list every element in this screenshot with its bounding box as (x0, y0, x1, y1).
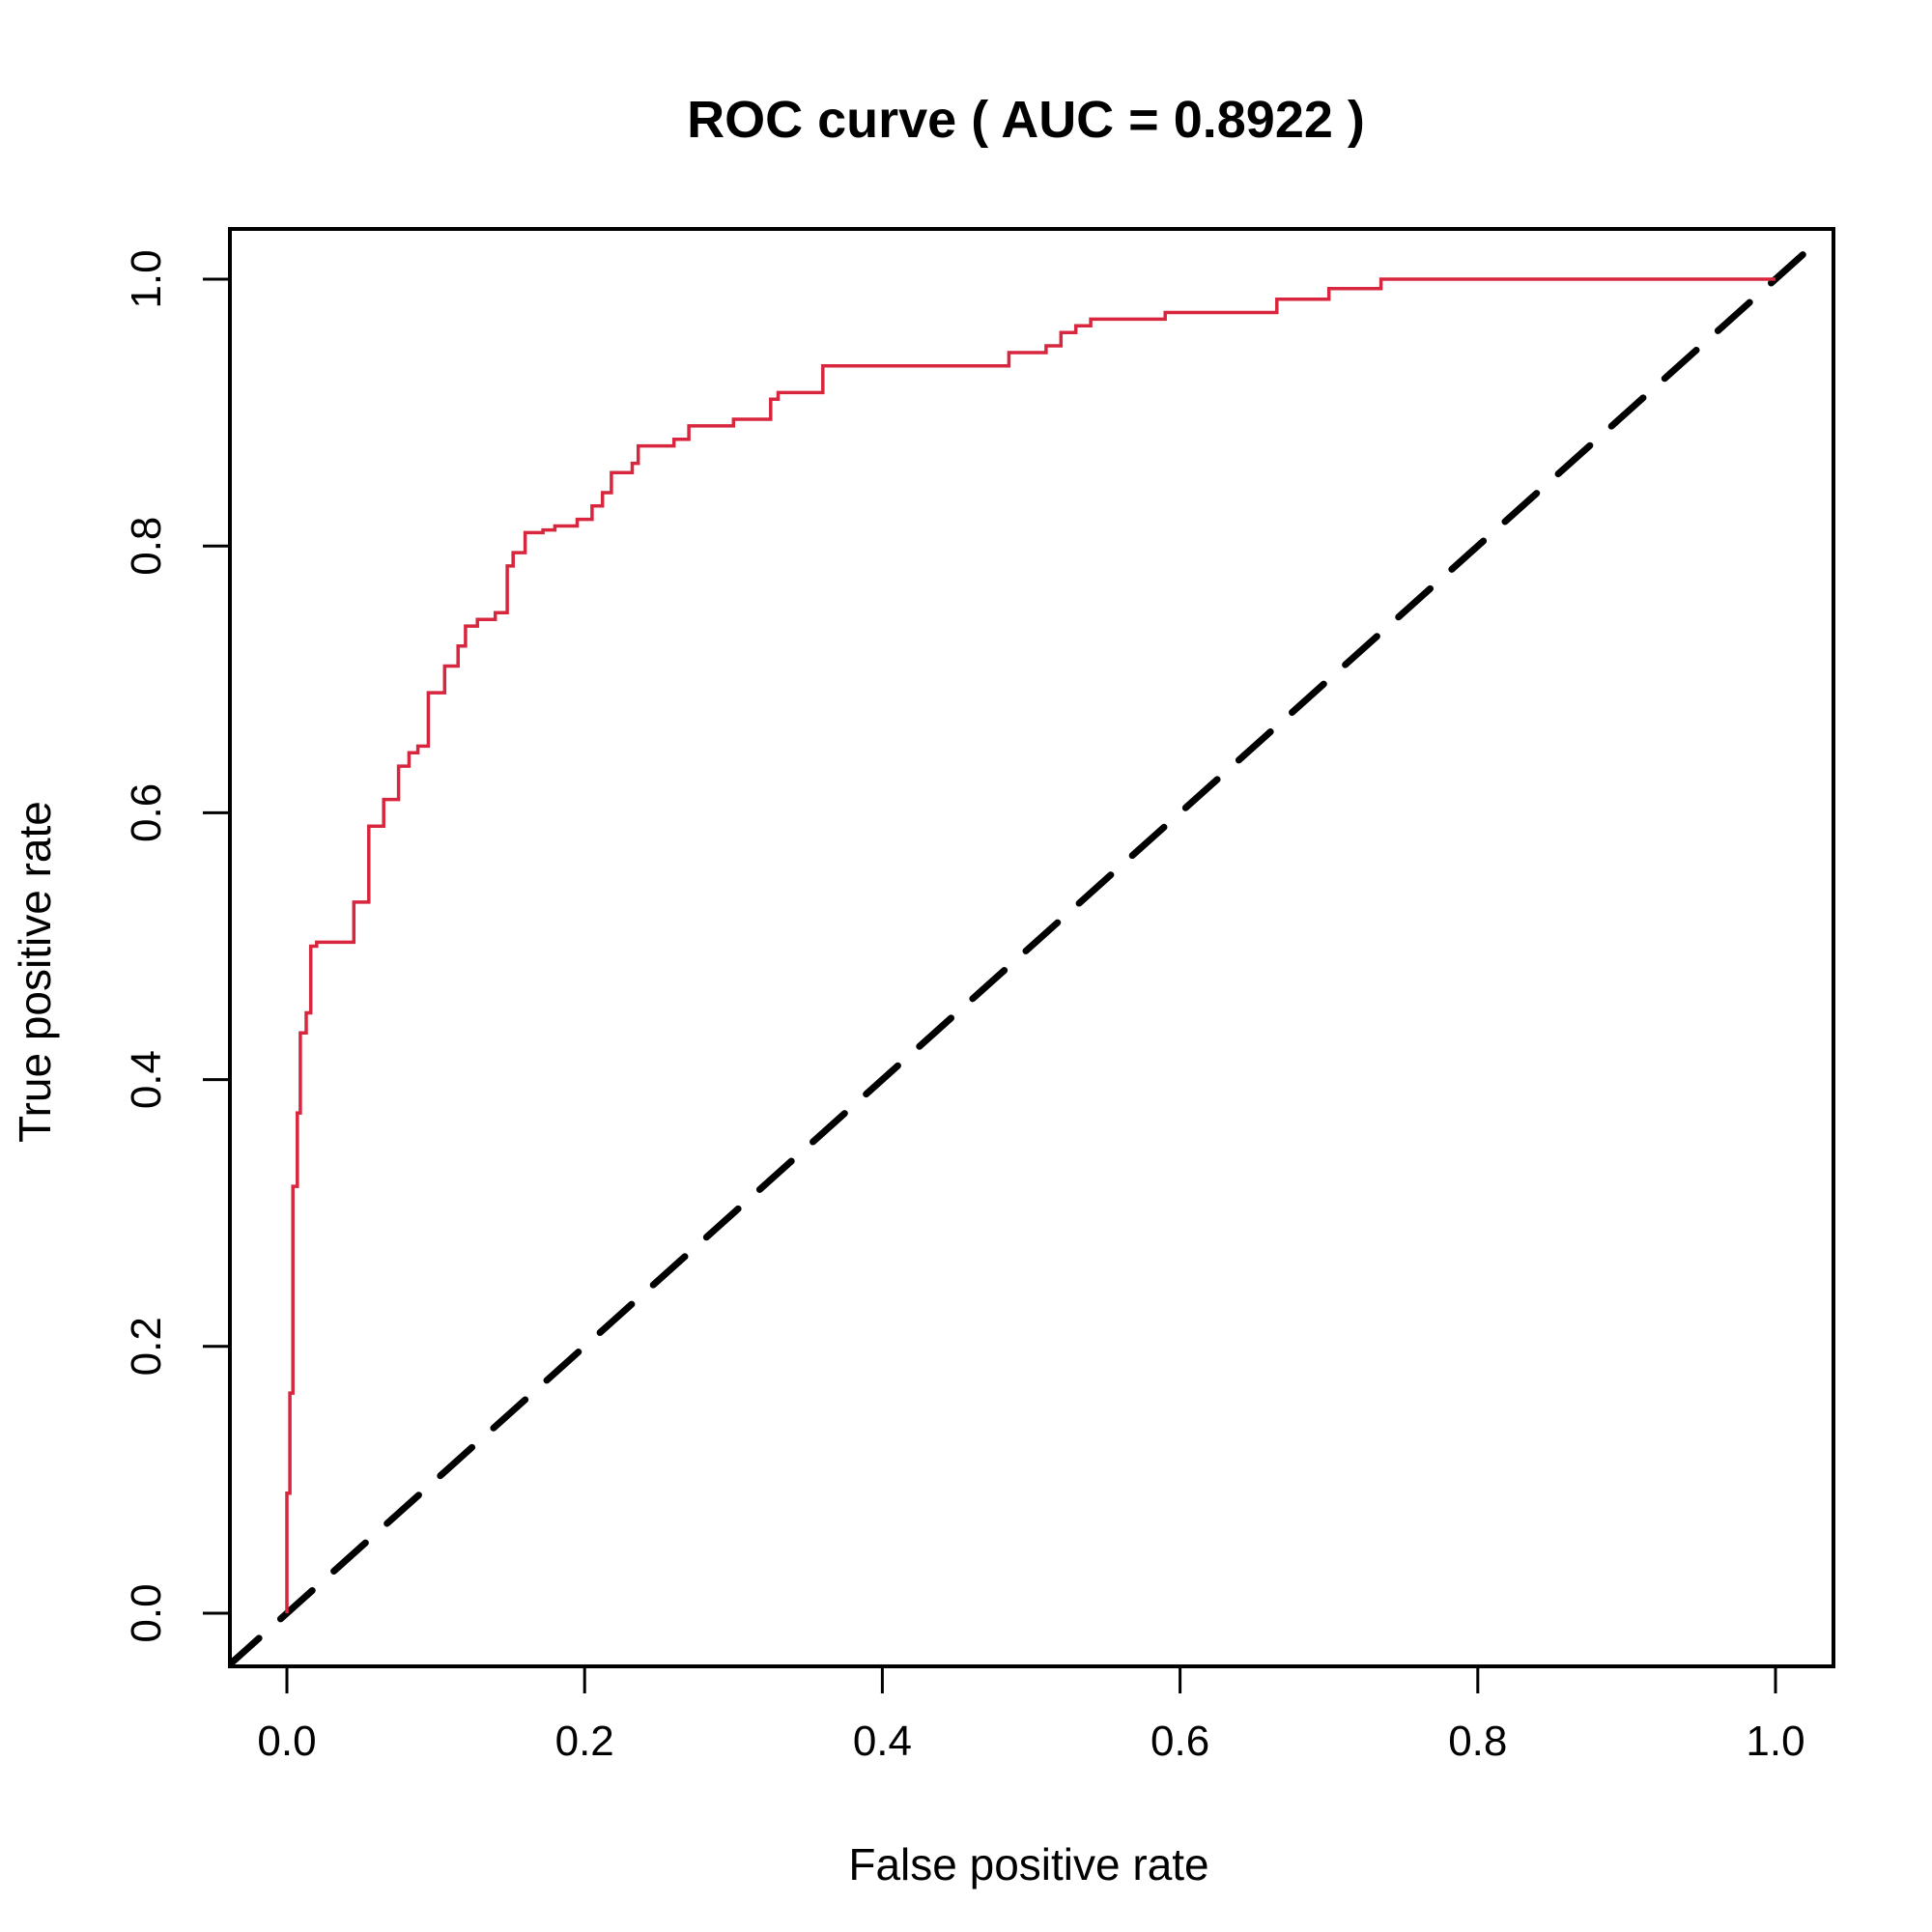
x-tick-label: 0.6 (1151, 1718, 1209, 1765)
x-tick-label: 0.4 (853, 1718, 912, 1765)
y-tick-label: 1.0 (123, 249, 170, 308)
plot-lines (230, 242, 1817, 1666)
x-axis-label: False positive rate (848, 1839, 1208, 1889)
x-axis: 0.0 0.2 0.4 0.6 0.8 1.0 (257, 1664, 1805, 1765)
roc-curve-line (285, 277, 1776, 1613)
x-tick-label: 1.0 (1746, 1718, 1804, 1765)
y-axis: 0.0 0.2 0.4 0.6 0.8 1.0 (123, 249, 232, 1643)
y-tick-label: 0.4 (123, 1050, 170, 1109)
y-axis-label: True positive rate (10, 801, 60, 1143)
y-tick-label: 0.0 (123, 1583, 170, 1642)
x-tick-label: 0.8 (1448, 1718, 1507, 1765)
reference-diagonal-line (230, 242, 1817, 1666)
x-tick-label: 0.2 (555, 1718, 614, 1765)
y-tick-label: 0.2 (123, 1317, 170, 1376)
y-tick-label: 0.8 (123, 517, 170, 576)
x-tick-label: 0.0 (257, 1718, 316, 1765)
y-tick-label: 0.6 (123, 783, 170, 842)
chart-title: ROC curve ( AUC = 0.8922 ) (687, 91, 1365, 149)
